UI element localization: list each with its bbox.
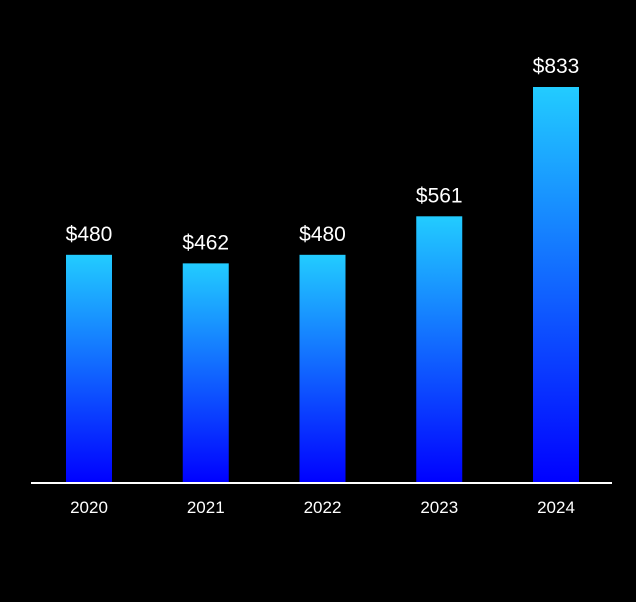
- x-tick-label-2024: 2024: [537, 498, 575, 517]
- bar-2022: [299, 254, 346, 483]
- x-tick-label-2023: 2023: [420, 498, 458, 517]
- bar-2024: [533, 87, 579, 483]
- bar-2021: [182, 263, 229, 483]
- x-tick-labels-layer: 2020 2021 2022 2023 2024: [70, 498, 575, 517]
- bar-2023: [416, 216, 463, 483]
- bars-layer: [66, 87, 579, 483]
- data-label-2020: $480: [66, 223, 113, 246]
- data-label-2023: $561: [416, 184, 463, 207]
- x-tick-label-2021: 2021: [187, 498, 225, 517]
- value-labels-layer: $480 $462 $480 $561 $833: [66, 55, 580, 254]
- data-label-2022: $480: [299, 223, 346, 246]
- x-tick-label-2020: 2020: [70, 498, 108, 517]
- data-label-2021: $462: [182, 231, 229, 254]
- data-label-2024: $833: [533, 55, 580, 78]
- bar-2020: [66, 254, 112, 483]
- x-tick-label-2022: 2022: [304, 498, 342, 517]
